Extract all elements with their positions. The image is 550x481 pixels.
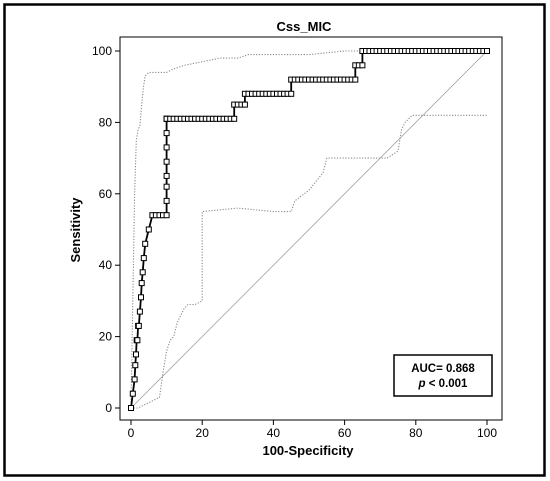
- roc-point-13: [140, 255, 147, 262]
- auc-value: AUC= 0.868: [411, 363, 475, 375]
- x-tick-label-0: 0: [128, 426, 135, 440]
- axes: 0 20 40 60 80 100 0 20 40 60 80 100: [92, 44, 497, 440]
- roc-point-12: [139, 269, 146, 276]
- roc-point-0: [128, 405, 134, 411]
- y-tick-label-2: 40: [99, 258, 113, 272]
- series-layer: [128, 48, 490, 411]
- x-tick-label-1: 20: [196, 426, 210, 440]
- x-axis-label: 100-Specificity: [262, 443, 354, 458]
- auc-box-frame: [393, 354, 493, 397]
- roc-point-8: [135, 322, 142, 329]
- auc-annotation-box: AUC= 0.868 p < 0.001: [393, 354, 493, 397]
- roc-point-21: [163, 197, 170, 204]
- plot-area-border: [119, 36, 503, 421]
- roc-point-11: [138, 280, 145, 287]
- roc-point-26: [163, 130, 170, 137]
- p-value: p < 0.001: [418, 378, 469, 390]
- y-axis-label: Sensitivity: [68, 197, 83, 263]
- p-threshold: < 0.001: [426, 378, 468, 390]
- figure-frame: [3, 3, 546, 477]
- chart-title: Css_MIC: [277, 19, 333, 34]
- roc-point-25: [163, 144, 170, 151]
- roc-point-23: [163, 172, 170, 179]
- roc-point-14: [142, 240, 149, 247]
- roc-point-2: [131, 376, 138, 383]
- y-tick-label-4: 80: [99, 115, 113, 129]
- p-symbol: p: [418, 378, 426, 390]
- roc-point-6: [134, 337, 141, 344]
- roc-point-125: [484, 48, 490, 54]
- roc-point-15: [145, 226, 152, 233]
- y-tick-label-3: 60: [99, 187, 113, 201]
- lower-confidence-bound-line: [131, 114, 487, 409]
- roc-point-3: [132, 362, 139, 369]
- roc-point-89: [359, 62, 366, 69]
- roc-point-10: [138, 294, 144, 301]
- x-tick-label-5: 100: [477, 426, 497, 440]
- roc-point-49: [231, 115, 238, 122]
- roc-markers: [128, 48, 490, 411]
- roc-point-86: [352, 76, 359, 83]
- roc-point-53: [241, 101, 248, 108]
- roc-point-9: [136, 308, 143, 315]
- roc-point-24: [163, 158, 170, 165]
- y-tick-label-1: 20: [99, 330, 113, 344]
- y-tick-label-5: 100: [92, 44, 112, 58]
- roc-point-22: [163, 183, 170, 190]
- chance-diagonal-line: [130, 50, 488, 409]
- x-tick-label-2: 40: [267, 426, 281, 440]
- roc-point-20: [163, 212, 170, 219]
- x-tick-label-3: 60: [338, 426, 352, 440]
- x-tick-label-4: 80: [409, 426, 423, 440]
- roc-point-67: [288, 90, 295, 97]
- roc-point-1: [129, 390, 136, 397]
- roc-point-4: [133, 351, 139, 358]
- y-tick-label-0: 0: [105, 401, 112, 415]
